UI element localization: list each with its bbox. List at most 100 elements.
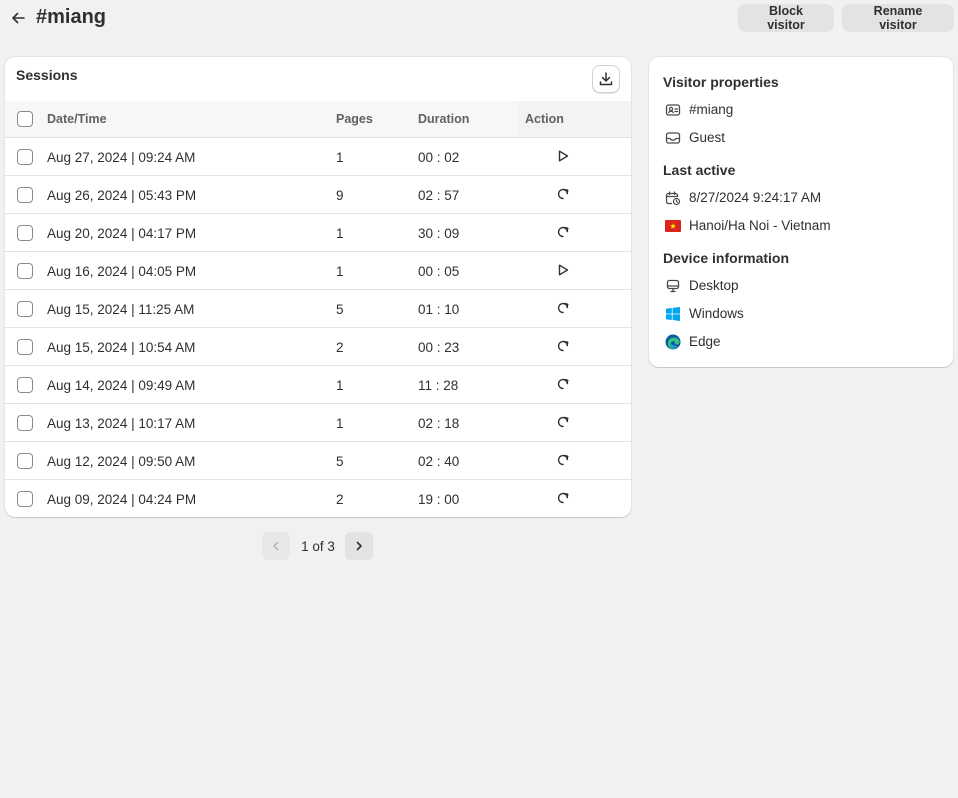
- table-row[interactable]: Aug 20, 2024 | 04:17 PM 1 30 : 09: [5, 214, 631, 252]
- device-information-title: Device information: [663, 250, 790, 266]
- row-checkbox[interactable]: [17, 491, 33, 507]
- session-datetime: Aug 13, 2024 | 10:17 AM: [47, 416, 196, 431]
- replay-icon[interactable]: [554, 451, 572, 469]
- replay-icon[interactable]: [554, 375, 572, 393]
- replay-icon[interactable]: [554, 337, 572, 355]
- table-row[interactable]: Aug 15, 2024 | 10:54 AM 2 00 : 23: [5, 328, 631, 366]
- session-pages: 9: [336, 188, 344, 203]
- replay-icon[interactable]: [554, 489, 572, 507]
- browser-row: Edge: [663, 332, 943, 352]
- last-active-row: 8/27/2024 9:24:17 AM: [663, 188, 943, 208]
- row-checkbox[interactable]: [17, 339, 33, 355]
- session-duration: 30 : 09: [418, 226, 460, 241]
- row-checkbox[interactable]: [17, 187, 33, 203]
- session-datetime: Aug 14, 2024 | 09:49 AM: [47, 378, 196, 393]
- block-visitor-button[interactable]: Block visitor: [738, 4, 834, 32]
- table-header: Date/Time Pages Duration Action: [5, 101, 631, 138]
- session-duration: 01 : 10: [418, 302, 460, 317]
- visitor-id-row: #miang: [663, 100, 943, 120]
- visitor-properties-card: Visitor properties #miang Guest Last act…: [649, 57, 953, 367]
- session-datetime: Aug 09, 2024 | 04:24 PM: [47, 492, 197, 507]
- session-pages: 5: [336, 302, 344, 317]
- edge-logo-icon: [665, 334, 681, 350]
- column-header-duration: Duration: [418, 112, 470, 126]
- column-header-pages: Pages: [336, 112, 373, 126]
- device-row: Desktop: [663, 276, 943, 296]
- row-checkbox[interactable]: [17, 415, 33, 431]
- session-datetime: Aug 27, 2024 | 09:24 AM: [47, 150, 196, 165]
- device-type: Desktop: [689, 278, 739, 293]
- top-bar: #miang Block visitor Rename visitor: [0, 0, 958, 36]
- session-duration: 00 : 23: [418, 340, 460, 355]
- table-row[interactable]: Aug 16, 2024 | 04:05 PM 1 00 : 05: [5, 252, 631, 290]
- envelope-icon: [665, 130, 681, 146]
- table-row[interactable]: Aug 15, 2024 | 11:25 AM 5 01 : 10: [5, 290, 631, 328]
- chevron-right-icon: [356, 541, 362, 551]
- page-indicator: 1 of 3: [301, 539, 335, 554]
- windows-logo-icon: [665, 306, 681, 322]
- session-datetime: Aug 16, 2024 | 04:05 PM: [47, 264, 197, 279]
- session-duration: 02 : 40: [418, 454, 460, 469]
- replay-icon[interactable]: [554, 185, 572, 203]
- back-arrow-icon[interactable]: [8, 8, 28, 28]
- row-checkbox[interactable]: [17, 149, 33, 165]
- row-checkbox[interactable]: [17, 453, 33, 469]
- table-row[interactable]: Aug 26, 2024 | 05:43 PM 9 02 : 57: [5, 176, 631, 214]
- session-pages: 1: [336, 378, 344, 393]
- visitor-properties-title: Visitor properties: [663, 74, 779, 90]
- replay-icon[interactable]: [554, 223, 572, 241]
- replay-icon[interactable]: [554, 413, 572, 431]
- vietnam-flag-icon: [665, 218, 681, 234]
- session-pages: 1: [336, 226, 344, 241]
- visitor-type: Guest: [689, 130, 726, 145]
- row-checkbox[interactable]: [17, 263, 33, 279]
- visitor-type-row: Guest: [663, 128, 943, 148]
- session-duration: 00 : 05: [418, 264, 460, 279]
- os-row: Windows: [663, 304, 943, 324]
- session-pages: 5: [336, 454, 344, 469]
- session-duration: 02 : 57: [418, 188, 460, 203]
- session-datetime: Aug 15, 2024 | 11:25 AM: [47, 302, 195, 317]
- session-pages: 1: [336, 264, 344, 279]
- session-datetime: Aug 20, 2024 | 04:17 PM: [47, 226, 197, 241]
- table-row[interactable]: Aug 09, 2024 | 04:24 PM 2 19 : 00: [5, 480, 631, 517]
- session-pages: 1: [336, 416, 344, 431]
- replay-icon[interactable]: [554, 299, 572, 317]
- session-datetime: Aug 15, 2024 | 10:54 AM: [47, 340, 196, 355]
- session-datetime: Aug 26, 2024 | 05:43 PM: [47, 188, 197, 203]
- visitor-id: #miang: [689, 102, 734, 117]
- row-checkbox[interactable]: [17, 377, 33, 393]
- play-icon[interactable]: [554, 261, 572, 279]
- session-pages: 2: [336, 340, 344, 355]
- last-active-datetime: 8/27/2024 9:24:17 AM: [689, 190, 822, 205]
- previous-page-button[interactable]: [262, 532, 290, 560]
- rename-visitor-button[interactable]: Rename visitor: [842, 4, 954, 32]
- next-page-button[interactable]: [345, 532, 373, 560]
- session-duration: 02 : 18: [418, 416, 460, 431]
- table-row[interactable]: Aug 12, 2024 | 09:50 AM 5 02 : 40: [5, 442, 631, 480]
- column-header-action: Action: [525, 112, 564, 126]
- table-row[interactable]: Aug 13, 2024 | 10:17 AM 1 02 : 18: [5, 404, 631, 442]
- column-header-datetime: Date/Time: [47, 112, 107, 126]
- table-row[interactable]: Aug 14, 2024 | 09:49 AM 1 11 : 28: [5, 366, 631, 404]
- table-row[interactable]: Aug 27, 2024 | 09:24 AM 1 00 : 02: [5, 138, 631, 176]
- sessions-card: Sessions Date/Time Pages Duration Action…: [5, 57, 631, 517]
- download-button[interactable]: [592, 65, 620, 93]
- session-pages: 1: [336, 150, 344, 165]
- row-checkbox[interactable]: [17, 225, 33, 241]
- download-icon: [599, 72, 613, 86]
- location-row: Hanoi/Ha Noi - Vietnam: [663, 216, 943, 236]
- operating-system: Windows: [689, 306, 744, 321]
- row-checkbox[interactable]: [17, 301, 33, 317]
- browser: Edge: [689, 334, 721, 349]
- location: Hanoi/Ha Noi - Vietnam: [689, 218, 831, 233]
- session-datetime: Aug 12, 2024 | 09:50 AM: [47, 454, 196, 469]
- session-duration: 00 : 02: [418, 150, 460, 165]
- select-all-checkbox[interactable]: [17, 111, 33, 127]
- calendar-clock-icon: [665, 190, 681, 206]
- sessions-title: Sessions: [16, 67, 78, 83]
- page-title: #miang: [36, 6, 107, 28]
- session-duration: 19 : 00: [418, 492, 460, 507]
- chevron-left-icon: [273, 541, 279, 551]
- play-icon[interactable]: [554, 147, 572, 165]
